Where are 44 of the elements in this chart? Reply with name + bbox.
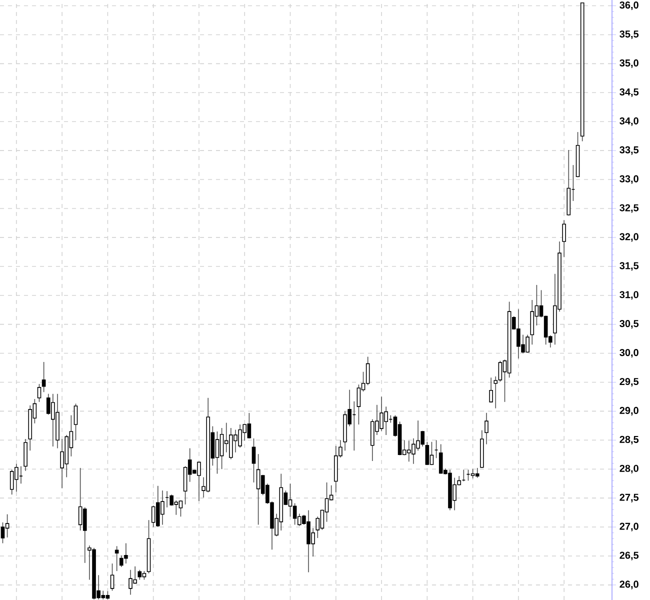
y-tick-label: 27,5: [620, 494, 639, 502]
candlestick: [288, 483, 292, 517]
candlestick: [356, 384, 361, 425]
candlestick: [138, 569, 142, 580]
candlestick: [178, 500, 183, 517]
y-tick-label: 26,5: [620, 552, 639, 560]
y-tick-label: 35,0: [620, 59, 638, 68]
y-tick-label: 33,0: [620, 175, 638, 184]
candlestick: [114, 546, 119, 572]
candlestick: [475, 468, 480, 478]
y-tick-label: 30,5: [620, 320, 639, 329]
candlestick: [110, 563, 114, 592]
y-tick-label: 30,0: [620, 349, 638, 358]
candlestick: [42, 362, 46, 392]
y-tick-label: 29,0: [620, 406, 638, 416]
y-tick-label: 34,5: [620, 88, 639, 97]
candlestick: [0, 522, 5, 544]
candlestick: [430, 441, 434, 466]
y-tick-label: 28,0: [620, 464, 638, 474]
y-tick-label: 34,0: [620, 117, 638, 126]
candlestick: [74, 403, 78, 441]
y-tick-label: 31,5: [620, 262, 639, 271]
candlestick: [82, 506, 87, 564]
y-tick-label: 26,0: [620, 580, 638, 590]
y-tick-label: 27,0: [620, 522, 638, 532]
y-tick-label: 32,0: [620, 233, 638, 242]
candlestick: [366, 356, 370, 386]
y-tick-label: 32,5: [620, 204, 639, 213]
y-tick-label: 29,5: [620, 378, 639, 387]
candlestick: [489, 377, 493, 403]
candlestick: [562, 220, 566, 258]
y-tick-label: 31,0: [620, 291, 638, 300]
candlestick: [425, 441, 430, 466]
candlestick: [530, 300, 534, 345]
y-tick-label: 36,0: [620, 2, 638, 10]
y-tick-label: 28,5: [620, 436, 639, 444]
candlestick: [215, 431, 220, 474]
candlestick: [484, 412, 488, 445]
candlestick: [252, 438, 256, 483]
y-tick-label: 35,5: [620, 30, 639, 40]
candlestick: [37, 384, 42, 402]
y-tick-label: 33,5: [620, 146, 639, 155]
candlestick: [5, 514, 10, 538]
candlestick: [24, 438, 28, 472]
